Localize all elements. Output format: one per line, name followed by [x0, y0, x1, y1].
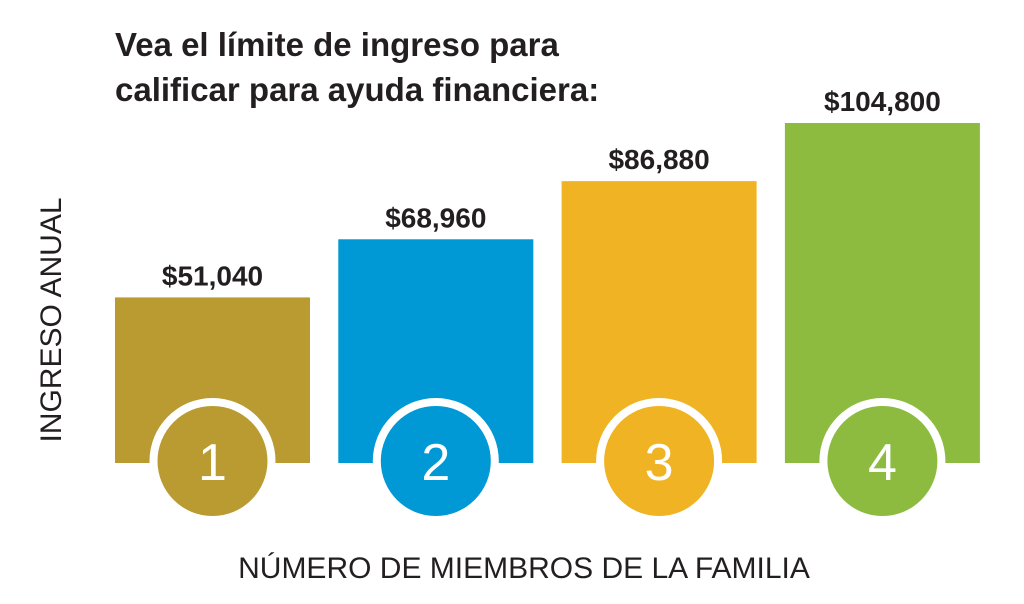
category-badge [827, 406, 938, 516]
chart-title: Vea el límite de ingreso para [115, 26, 560, 63]
value-label: $51,040 [162, 260, 263, 291]
y-axis-label: INGRESO ANUAL [35, 197, 68, 442]
value-label: $86,880 [608, 144, 709, 175]
category-badge [604, 406, 715, 516]
x-tick-label: 2 [421, 434, 450, 492]
value-label: $104,800 [824, 86, 941, 117]
x-tick-label: 1 [198, 434, 227, 492]
x-tick-label: 3 [645, 434, 674, 492]
category-badge [157, 406, 268, 516]
x-axis-label: NÚMERO DE MIEMBROS DE LA FAMILIA [238, 552, 810, 585]
value-label: $68,960 [385, 202, 486, 233]
x-tick-label: 4 [868, 434, 897, 492]
category-badge [380, 406, 491, 516]
chart-title: calificar para ayuda financiera: [115, 71, 599, 108]
